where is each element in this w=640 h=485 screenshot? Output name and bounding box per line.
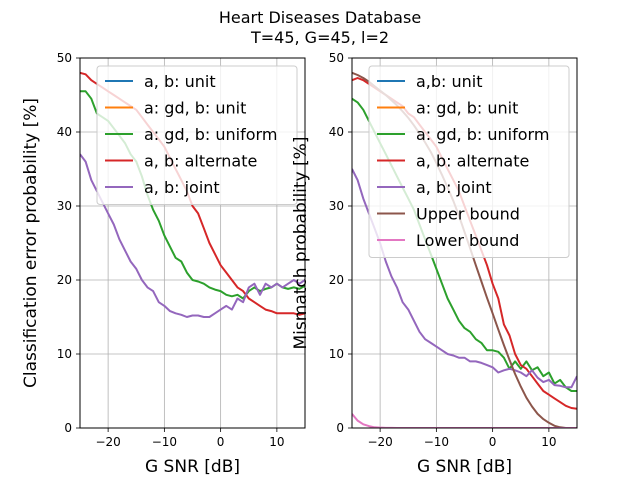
x-tick-label: 10	[541, 435, 556, 449]
y-tick-label: 10	[329, 347, 344, 361]
x-axis-label: G SNR [dB]	[417, 457, 512, 477]
figure-title-line1: Heart Diseases Database	[219, 8, 421, 27]
figure-title-line2: T=45, G=45, l=2	[250, 28, 389, 47]
x-tick-label: −20	[367, 435, 392, 449]
x-tick-label: 10	[269, 435, 284, 449]
series-line-a-b-joint	[352, 168, 577, 389]
y-tick-label: 50	[329, 51, 344, 65]
y-tick-label: 10	[57, 347, 72, 361]
legend-label: a, b: alternate	[144, 152, 257, 171]
right-plot-panel: −20 −10 0 10 0 10 20 30 40 50 G SNR [dB] Mismatch p…	[291, 51, 578, 477]
axes-frame	[79, 57, 306, 429]
legend-label: a: gd, b: unit	[416, 99, 518, 118]
y-axis-label: Classification error probability [%]	[21, 98, 41, 388]
x-tick-label: −20	[95, 435, 120, 449]
y-tick-label: 40	[57, 125, 72, 139]
left-plot-panel: −20 −10 0 10 0 10 20 30 40 50 G SNR [dB] Classifica…	[21, 51, 306, 477]
y-tick-label: 50	[57, 51, 72, 65]
legend-label: Upper bound	[416, 205, 520, 224]
x-tick-label: −10	[424, 435, 449, 449]
legend-label: a: gd, b: unit	[144, 99, 246, 118]
y-tick-label: 0	[336, 421, 344, 435]
y-tick-label: 30	[329, 199, 344, 213]
legend-label: a, b: unit	[144, 72, 216, 91]
y-axis-label: Mismatch probability [%]	[291, 137, 311, 350]
series-line-a-b-joint	[80, 153, 305, 318]
y-tick-label: 20	[329, 273, 344, 287]
x-tick-label: 0	[217, 435, 225, 449]
x-tick-label: −10	[152, 435, 177, 449]
y-tick-label: 20	[57, 273, 72, 287]
x-tick-label: 0	[489, 435, 497, 449]
y-tick-label: 30	[57, 199, 72, 213]
series-line-lower-bound	[352, 413, 577, 428]
legend-label: a: gd, b: uniform	[416, 125, 549, 144]
legend-label: a, b: joint	[144, 178, 220, 197]
axes-frame	[351, 57, 578, 429]
legend-label: a, b: joint	[416, 178, 492, 197]
x-axis-label: G SNR [dB]	[145, 457, 240, 477]
legend-label: a,b: unit	[416, 72, 483, 91]
y-tick-label: 0	[64, 421, 72, 435]
legend-label: Lower bound	[416, 231, 519, 250]
legend-box	[96, 65, 298, 205]
legend-label: a: gd, b: uniform	[144, 125, 277, 144]
legend-label: a, b: alternate	[416, 152, 529, 171]
legend-box	[368, 65, 570, 258]
y-tick-label: 40	[329, 125, 344, 139]
